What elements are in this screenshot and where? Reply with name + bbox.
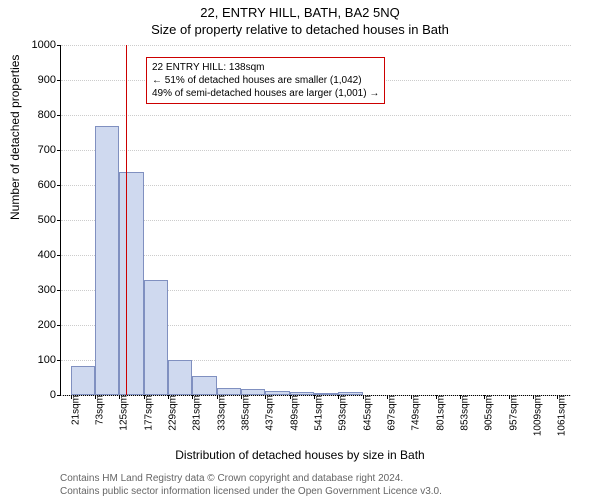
annotation-line: ← 51% of detached houses are smaller (1,…: [152, 74, 379, 87]
ytick-label: 500: [38, 214, 61, 226]
xtick-label: 593sqm: [334, 395, 349, 431]
ytick-label: 1000: [32, 39, 61, 51]
chart-plot-area: 0100200300400500600700800900100021sqm73s…: [60, 45, 570, 395]
chart-footer: Contains HM Land Registry data © Crown c…: [60, 472, 442, 498]
footer-line1: Contains HM Land Registry data © Crown c…: [60, 472, 442, 485]
histogram-bar: [144, 280, 168, 396]
ytick-label: 400: [38, 249, 61, 261]
chart-subtitle: Size of property relative to detached ho…: [0, 22, 600, 37]
ytick-label: 100: [38, 354, 61, 366]
histogram-bar: [217, 388, 241, 395]
xtick-label: 333sqm: [212, 395, 227, 431]
xtick-label: 541sqm: [310, 395, 325, 431]
xtick-label: 905sqm: [480, 395, 495, 431]
annotation-line: 22 ENTRY HILL: 138sqm: [152, 61, 379, 74]
histogram-bar: [95, 126, 119, 396]
annotation-box: 22 ENTRY HILL: 138sqm← 51% of detached h…: [146, 57, 385, 104]
xtick-label: 385sqm: [237, 395, 252, 431]
xtick-label: 749sqm: [407, 395, 422, 431]
x-axis-label: Distribution of detached houses by size …: [0, 448, 600, 462]
ytick-label: 300: [38, 284, 61, 296]
chart-title: 22, ENTRY HILL, BATH, BA2 5NQ: [0, 5, 600, 20]
histogram-bar: [168, 360, 192, 395]
histogram-bar: [192, 376, 216, 395]
xtick-label: 125sqm: [115, 395, 130, 431]
xtick-label: 73sqm: [91, 395, 106, 425]
reference-line: [126, 45, 127, 395]
ytick-label: 600: [38, 179, 61, 191]
ytick-label: 900: [38, 74, 61, 86]
xtick-label: 697sqm: [383, 395, 398, 431]
plot-area: 0100200300400500600700800900100021sqm73s…: [60, 45, 571, 396]
xtick-label: 1009sqm: [529, 395, 544, 436]
ytick-label: 700: [38, 144, 61, 156]
xtick-label: 437sqm: [261, 395, 276, 431]
gridline: [61, 45, 571, 46]
xtick-label: 957sqm: [504, 395, 519, 431]
gridline: [61, 115, 571, 116]
footer-line2: Contains public sector information licen…: [60, 485, 442, 498]
xtick-label: 801sqm: [431, 395, 446, 431]
annotation-line: 49% of semi-detached houses are larger (…: [152, 87, 379, 100]
xtick-label: 281sqm: [188, 395, 203, 431]
ytick-label: 200: [38, 319, 61, 331]
histogram-bar: [119, 172, 143, 395]
histogram-bar: [71, 366, 95, 395]
xtick-label: 489sqm: [285, 395, 300, 431]
y-axis-label: Number of detached properties: [8, 55, 22, 220]
xtick-label: 853sqm: [456, 395, 471, 431]
xtick-label: 645sqm: [358, 395, 373, 431]
ytick-label: 800: [38, 109, 61, 121]
xtick-label: 229sqm: [164, 395, 179, 431]
ytick-label: 0: [50, 389, 61, 401]
gridline: [61, 150, 571, 151]
xtick-label: 21sqm: [66, 395, 81, 425]
xtick-label: 1061sqm: [553, 395, 568, 436]
xtick-label: 177sqm: [139, 395, 154, 431]
